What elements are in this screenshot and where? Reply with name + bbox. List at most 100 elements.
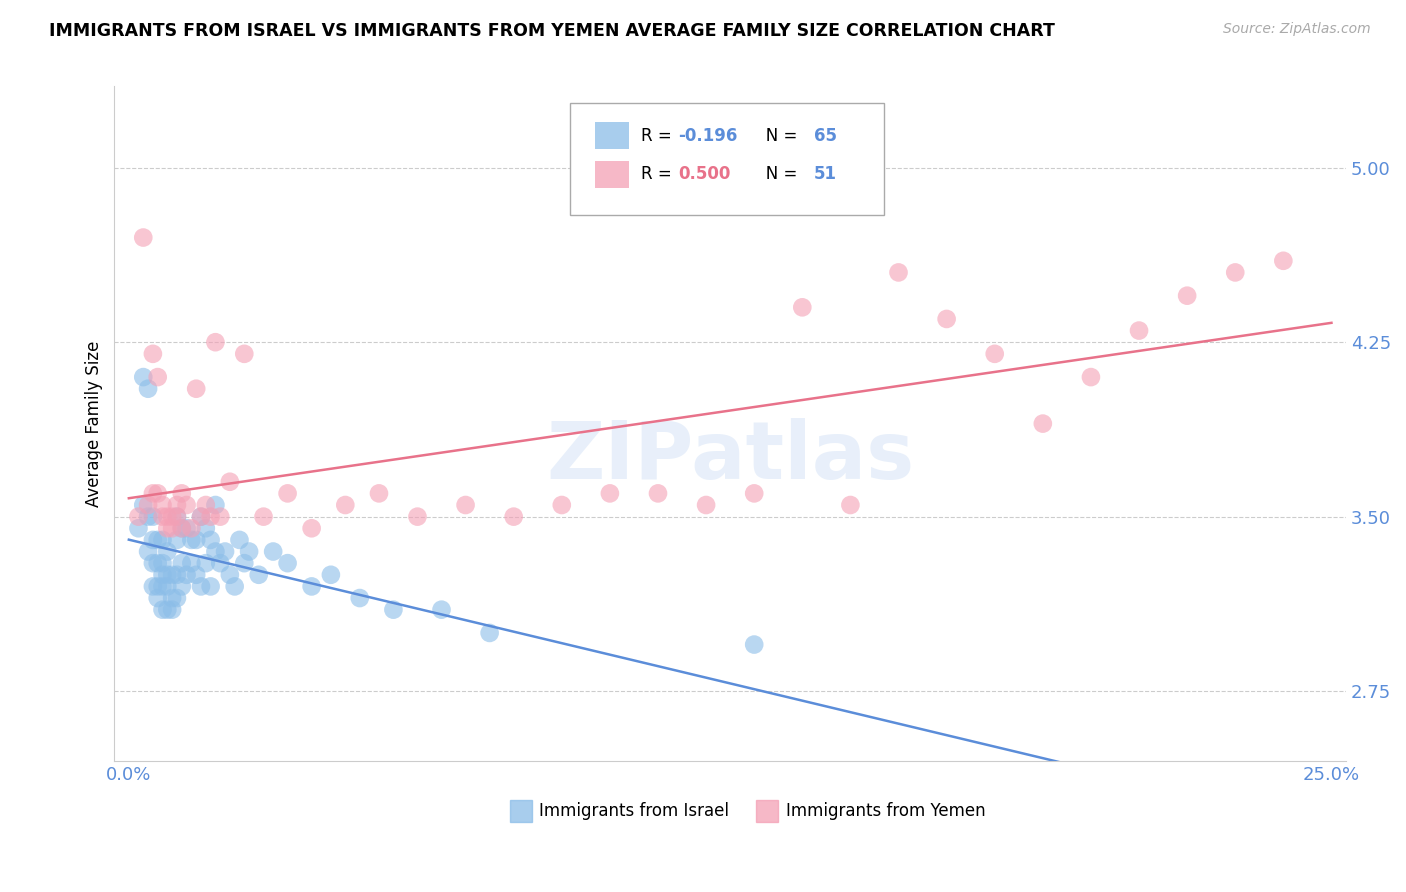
Point: [170, 486, 193, 500]
FancyBboxPatch shape: [569, 103, 884, 214]
Point: [204, 544, 226, 558]
Point: [742, 486, 765, 500]
FancyBboxPatch shape: [595, 161, 628, 187]
Text: R =: R =: [641, 165, 678, 183]
Point: [176, 498, 198, 512]
Text: N =: N =: [749, 165, 803, 183]
Point: [152, 498, 174, 512]
Point: [233, 556, 256, 570]
Point: [152, 556, 174, 570]
Point: [160, 509, 183, 524]
Point: [142, 579, 165, 593]
Point: [180, 533, 202, 547]
Point: [176, 521, 198, 535]
Point: [200, 579, 222, 593]
Point: [301, 579, 323, 593]
Point: [127, 521, 149, 535]
Point: [252, 509, 274, 524]
Point: [194, 521, 217, 535]
Point: [277, 486, 299, 500]
Point: [180, 556, 202, 570]
Point: [382, 602, 405, 616]
Point: [142, 533, 165, 547]
Point: [194, 556, 217, 570]
Point: [1175, 288, 1198, 302]
Point: [166, 498, 188, 512]
Point: [319, 567, 342, 582]
Point: [132, 370, 155, 384]
Text: Immigrants from Israel: Immigrants from Israel: [540, 803, 730, 821]
Point: [224, 579, 246, 593]
Text: 0.500: 0.500: [679, 165, 731, 183]
Point: [190, 509, 212, 524]
Point: [1225, 265, 1247, 279]
Point: [156, 567, 179, 582]
Point: [1272, 253, 1295, 268]
Point: [478, 626, 501, 640]
Point: [190, 579, 212, 593]
Point: [156, 602, 179, 616]
Point: [186, 567, 208, 582]
Point: [127, 509, 149, 524]
Point: [186, 533, 208, 547]
Point: [983, 347, 1005, 361]
Point: [160, 567, 183, 582]
Point: [142, 509, 165, 524]
Point: [335, 498, 357, 512]
Point: [454, 498, 477, 512]
Text: R =: R =: [641, 127, 678, 145]
Point: [218, 475, 240, 489]
Point: [152, 567, 174, 582]
Point: [430, 602, 453, 616]
Point: [136, 509, 159, 524]
Point: [166, 591, 188, 605]
Point: [186, 382, 208, 396]
Point: [551, 498, 574, 512]
Point: [792, 301, 814, 315]
Point: [160, 602, 183, 616]
Y-axis label: Average Family Size: Average Family Size: [86, 341, 103, 507]
Point: [166, 509, 188, 524]
Point: [170, 579, 193, 593]
Point: [156, 521, 179, 535]
FancyBboxPatch shape: [595, 122, 628, 149]
Point: [136, 498, 159, 512]
Point: [839, 498, 862, 512]
Text: IMMIGRANTS FROM ISRAEL VS IMMIGRANTS FROM YEMEN AVERAGE FAMILY SIZE CORRELATION : IMMIGRANTS FROM ISRAEL VS IMMIGRANTS FRO…: [49, 22, 1054, 40]
Point: [1128, 324, 1150, 338]
Point: [166, 533, 188, 547]
Point: [160, 521, 183, 535]
Point: [152, 509, 174, 524]
Point: [277, 556, 299, 570]
Text: -0.196: -0.196: [679, 127, 738, 145]
Point: [146, 591, 169, 605]
Point: [142, 486, 165, 500]
Point: [1032, 417, 1054, 431]
Point: [146, 533, 169, 547]
Point: [132, 498, 155, 512]
Point: [180, 521, 202, 535]
Point: [1175, 812, 1198, 826]
Point: [233, 347, 256, 361]
Point: [204, 498, 226, 512]
Point: [190, 509, 212, 524]
Point: [146, 486, 169, 500]
Point: [170, 521, 193, 535]
Point: [170, 521, 193, 535]
Point: [156, 509, 179, 524]
Text: Immigrants from Yemen: Immigrants from Yemen: [786, 803, 986, 821]
Point: [160, 591, 183, 605]
Point: [152, 602, 174, 616]
Point: [887, 265, 910, 279]
Point: [142, 556, 165, 570]
Point: [136, 544, 159, 558]
Point: [204, 335, 226, 350]
Point: [194, 498, 217, 512]
Point: [176, 567, 198, 582]
Point: [146, 370, 169, 384]
Point: [214, 544, 236, 558]
Point: [406, 509, 429, 524]
Point: [228, 533, 250, 547]
Point: [156, 544, 179, 558]
Point: [262, 544, 284, 558]
